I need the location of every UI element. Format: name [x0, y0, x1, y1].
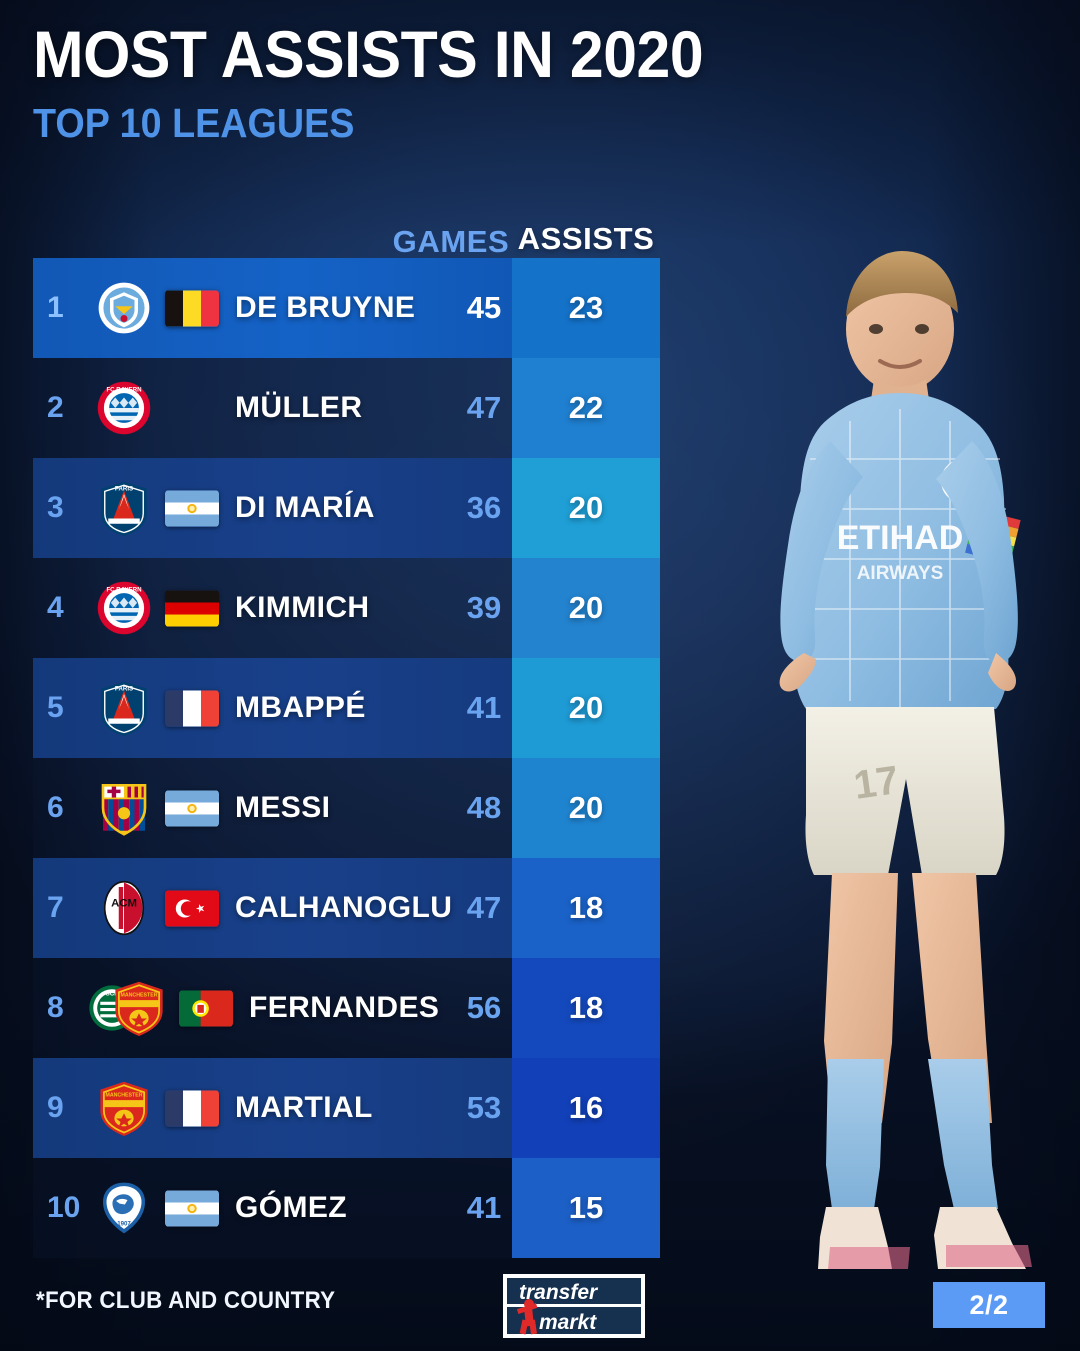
assists-value: 22	[512, 358, 660, 458]
flag-icon-argentina	[165, 790, 219, 827]
games-value: 47	[466, 890, 502, 925]
transfermarkt-logo[interactable]: transfer markt	[503, 1274, 645, 1338]
rank-number: 10	[47, 1191, 81, 1224]
flag-icon-argentina	[165, 1190, 219, 1227]
player-name: MESSI	[235, 791, 331, 824]
games-value: 41	[466, 1190, 502, 1225]
flag-icon-argentina	[165, 490, 219, 527]
player-name: DE BRUYNE	[235, 291, 416, 324]
flag-icon-portugal	[179, 990, 233, 1027]
svg-text:1907: 1907	[117, 1221, 131, 1228]
club-crest-icon: MANCHESTER	[87, 1077, 161, 1139]
games-value: 48	[466, 790, 502, 825]
svg-text:markt: markt	[539, 1311, 597, 1334]
svg-text:FC BAYERN: FC BAYERN	[106, 586, 141, 593]
assists-value: 20	[512, 458, 660, 558]
player-name: GÓMEZ	[235, 1191, 347, 1224]
flag-icon-turkey	[165, 890, 219, 927]
column-header-assists: ASSISTS	[517, 221, 655, 256]
footnote: *FOR CLUB AND COUNTRY	[36, 1287, 336, 1314]
player-name: DI MARÍA	[235, 491, 375, 524]
svg-text:MANCHESTER: MANCHESTER	[105, 1093, 142, 1099]
assists-value: 20	[512, 758, 660, 858]
games-value: 41	[466, 690, 502, 725]
rank-number: 2	[47, 391, 64, 424]
page-indicator-text: 2/2	[969, 1289, 1009, 1320]
player-name: KIMMICH	[235, 591, 370, 624]
page-title: MOST ASSISTS IN 2020	[33, 17, 704, 91]
club-crest-icon: FC BAYERN	[87, 377, 161, 439]
table-row: 3 PARIS DI MARÍA 36 20	[33, 458, 660, 558]
page-indicator-badge: 2/2	[933, 1282, 1045, 1328]
rank-number: 9	[47, 1091, 64, 1124]
svg-text:SCP: SCP	[106, 991, 119, 998]
column-header-games: GAMES	[392, 224, 510, 259]
assists-value: 18	[512, 858, 660, 958]
table-row: 10 1907 GÓMEZ 41 15	[33, 1158, 660, 1258]
ranking-table: 1 DE BRUYNE 45 23 2 FC BAYERN MÜLLER 47 …	[33, 258, 660, 1258]
svg-text:AIRWAYS: AIRWAYS	[857, 563, 944, 584]
rank-number: 4	[47, 591, 64, 624]
club-crest-icon: FC BAYERN	[87, 577, 161, 639]
player-name: MÜLLER	[235, 391, 363, 424]
club-crest-icon: PARIS	[87, 677, 161, 739]
games-value: 53	[466, 1090, 502, 1125]
page-subtitle: TOP 10 LEAGUES	[33, 99, 355, 146]
games-value: 36	[466, 490, 502, 525]
player-name: FERNANDES	[249, 991, 440, 1024]
table-row: 9 MANCHESTER MARTIAL 53 16	[33, 1058, 660, 1158]
svg-text:17: 17	[851, 758, 901, 808]
club-crest-icon: SCP MANCHESTER	[87, 977, 175, 1039]
column-headers: GAMES ASSISTS	[0, 221, 672, 259]
svg-text:MANCHESTER: MANCHESTER	[120, 993, 157, 999]
player-name: CALHANOGLU	[235, 891, 453, 924]
flag-icon-france	[165, 690, 219, 727]
assists-value: 15	[512, 1158, 660, 1258]
flag-icon-belgium	[165, 290, 219, 327]
club-crest-icon	[87, 277, 161, 339]
games-value: 56	[466, 990, 502, 1025]
poster-header: MOST ASSISTS IN 2020 TOP 10 LEAGUES	[33, 17, 761, 146]
games-value: 47	[466, 390, 502, 425]
player-name: MARTIAL	[235, 1091, 373, 1124]
table-row: 1 DE BRUYNE 45 23	[33, 258, 660, 358]
rank-number: 5	[47, 691, 64, 724]
table-row: 8 SCP MANCHESTER FERNANDES 56 18	[33, 958, 660, 1058]
assists-value: 16	[512, 1058, 660, 1158]
rank-number: 3	[47, 491, 64, 524]
svg-text:FC BAYERN: FC BAYERN	[106, 386, 141, 393]
svg-text:PARIS: PARIS	[115, 486, 133, 493]
rank-number: 8	[47, 991, 64, 1024]
table-row: 5 PARIS MBAPPÉ 41 20	[33, 658, 660, 758]
assists-value: 18	[512, 958, 660, 1058]
table-row: 4 FC BAYERN KIMMICH 39 20	[33, 558, 660, 658]
player-photo: ETIHAD AIRWAYS 17	[779, 251, 1032, 1269]
svg-text:transfer: transfer	[519, 1281, 599, 1304]
flag-icon-none	[165, 390, 219, 427]
table-row: 2 FC BAYERN MÜLLER 47 22	[33, 358, 660, 458]
table-row: 7 ACM CALHANOGLU 47 18	[33, 858, 660, 958]
assists-value: 20	[512, 658, 660, 758]
club-crest-icon: PARIS	[87, 477, 161, 539]
assists-value: 20	[512, 558, 660, 658]
rank-number: 6	[47, 791, 64, 824]
svg-text:PARIS: PARIS	[115, 686, 133, 693]
assists-value: 23	[512, 258, 660, 358]
club-crest-icon: 1907	[87, 1177, 161, 1239]
player-name: MBAPPÉ	[235, 691, 366, 724]
table-row: 6 MESSI 48 20	[33, 758, 660, 858]
club-crest-icon: ACM	[87, 877, 161, 939]
rank-number: 7	[47, 891, 64, 924]
svg-text:ACM: ACM	[111, 897, 137, 909]
games-value: 39	[466, 590, 502, 625]
club-crest-icon	[87, 777, 161, 839]
rank-number: 1	[47, 291, 64, 324]
svg-text:ETIHAD: ETIHAD	[837, 519, 964, 557]
games-value: 45	[466, 290, 502, 325]
flag-icon-france	[165, 1090, 219, 1127]
flag-icon-germany	[165, 590, 219, 627]
